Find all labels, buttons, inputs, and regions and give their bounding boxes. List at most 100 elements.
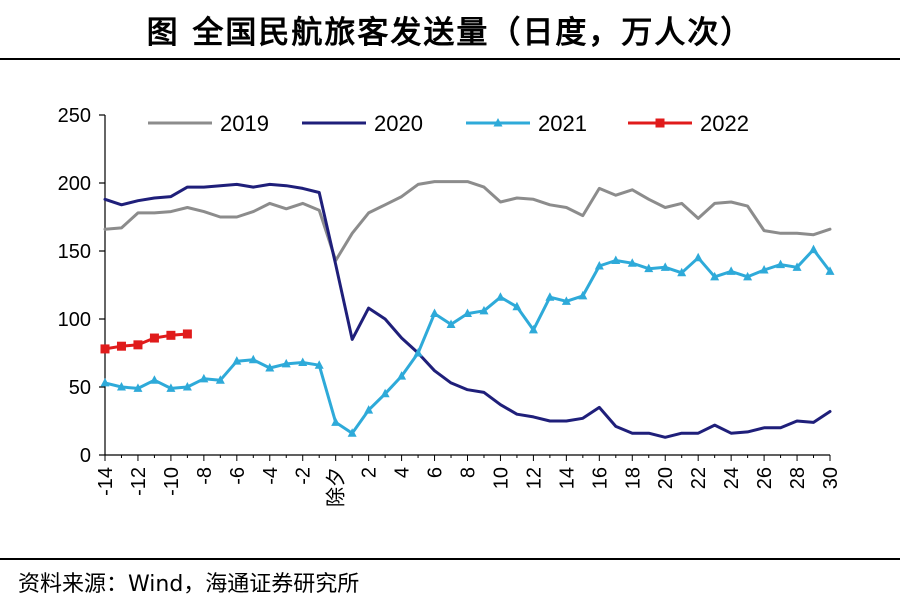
x-tick-label: 10 <box>490 467 512 489</box>
series-2021-point <box>166 383 176 392</box>
legend-label: 2020 <box>374 111 423 136</box>
series-2021-point <box>743 271 753 281</box>
series-2021-point <box>380 388 390 398</box>
x-tick-label: 6 <box>425 467 447 478</box>
page-title: 图 全国民航旅客发送量（日度，万人次） <box>146 14 754 51</box>
series-2021-point <box>232 356 242 365</box>
x-tick-label: 除夕 <box>325 467 348 507</box>
chart-legend: 2019 2020 2021 2022 <box>148 111 749 136</box>
series-2021 <box>100 244 835 437</box>
series-2019 <box>103 180 832 262</box>
x-tick-label: 22 <box>688 467 710 489</box>
x-tick-label: 2 <box>359 467 381 478</box>
x-tick-label: 18 <box>622 467 644 489</box>
series-2021-point <box>825 266 835 275</box>
legend-item-2021: 2021 <box>466 111 587 136</box>
y-tick-label: 0 <box>80 445 91 467</box>
x-tick-label: 28 <box>787 467 809 489</box>
series-2021-point <box>314 360 324 369</box>
footer-divider <box>0 558 900 560</box>
series-2022-point <box>100 344 110 354</box>
series-2021-point <box>759 265 769 274</box>
series-2021-point <box>446 319 456 328</box>
series-2019-line <box>103 180 832 262</box>
x-tick-label: -14 <box>95 467 117 496</box>
series-2022-point <box>149 333 159 343</box>
series-2021-point <box>364 405 374 414</box>
series-2021-point <box>347 428 357 437</box>
series-2021-point <box>809 244 819 254</box>
x-tick-label: -8 <box>194 467 216 485</box>
series-2020-line <box>103 182 832 439</box>
legend-label: 2022 <box>700 111 749 136</box>
x-tick-label: -12 <box>128 467 150 496</box>
y-tick-label: 250 <box>58 105 91 127</box>
series-2022-point <box>182 329 192 339</box>
y-tick-label: 50 <box>69 377 91 399</box>
series-2021-point <box>561 296 571 305</box>
legend-marker <box>655 118 665 128</box>
series-2021-point <box>644 263 654 273</box>
series-2021-point <box>776 259 786 269</box>
series-2021-point <box>545 292 555 301</box>
series-2021-point <box>199 373 209 383</box>
series-2021-point <box>627 258 637 267</box>
series-2021-point <box>611 255 621 265</box>
legend-marker <box>493 118 503 127</box>
x-tick-label: -6 <box>227 467 249 485</box>
series-2021-point <box>265 362 275 372</box>
series-2021-point <box>479 305 489 315</box>
series-2021-point <box>149 375 159 384</box>
legend-item-2020: 2020 <box>302 111 423 136</box>
series-2021-line <box>103 248 832 435</box>
series-2022 <box>100 329 192 354</box>
series-2021-point <box>397 371 407 380</box>
x-tick-label: 8 <box>458 467 480 478</box>
series-2021-point <box>594 260 604 270</box>
series-2021-point <box>182 382 192 391</box>
series-2021-point <box>215 375 225 384</box>
series-2021-point <box>495 292 505 301</box>
series-2021-point <box>298 357 308 367</box>
x-tick-label: 4 <box>392 467 414 478</box>
series-2022-point <box>166 330 176 340</box>
x-tick-label: 12 <box>523 467 545 489</box>
series-2021-point <box>133 383 143 392</box>
series-2021-point <box>660 262 670 271</box>
x-tick-label: -2 <box>293 467 315 485</box>
series-2021-point <box>100 377 110 387</box>
series-2022-point <box>116 341 126 351</box>
x-tick-label: 14 <box>556 467 578 489</box>
series-2021-point <box>248 354 258 364</box>
y-tick-label: 200 <box>58 173 91 195</box>
x-tick-label: -4 <box>260 467 282 485</box>
x-tick-label: 26 <box>754 467 776 489</box>
legend-item-2019: 2019 <box>148 111 269 136</box>
line-chart: 2019 2020 2021 2022 0 50 100 150 200 250 -14 -12 -… <box>58 105 842 507</box>
series-2021-point <box>512 301 522 311</box>
y-tick-label: 150 <box>58 241 91 263</box>
series-2021-point <box>792 262 802 271</box>
series-2021-point <box>528 324 538 334</box>
x-tick-label: 30 <box>820 467 842 489</box>
legend-item-2022: 2022 <box>628 111 749 136</box>
x-axis: -14 -12 -10 -8 -6 -4 -2 除夕 2 4 6 8 10 12 14 16 18 20 22 24 2… <box>95 454 842 507</box>
series-2021-point <box>463 308 472 318</box>
x-tick-label: 24 <box>721 467 743 489</box>
series-2021-point <box>578 290 588 300</box>
series-2021-point <box>430 308 440 318</box>
series-2021-point <box>677 267 687 277</box>
source-note: 资料来源：Wind，海通证券研究所 <box>18 572 360 597</box>
x-tick-label: 16 <box>589 467 611 489</box>
series-group <box>100 180 835 439</box>
series-2021-point <box>710 271 720 281</box>
series-2022-point <box>133 340 143 350</box>
series-2021-point <box>693 252 703 262</box>
legend-label: 2019 <box>220 111 269 136</box>
series-2021-point <box>331 417 341 426</box>
y-tick-label: 100 <box>58 309 91 331</box>
series-2021-point <box>281 358 291 368</box>
legend-label: 2021 <box>538 111 587 136</box>
series-2021-point <box>116 382 126 391</box>
title-divider <box>0 58 900 60</box>
